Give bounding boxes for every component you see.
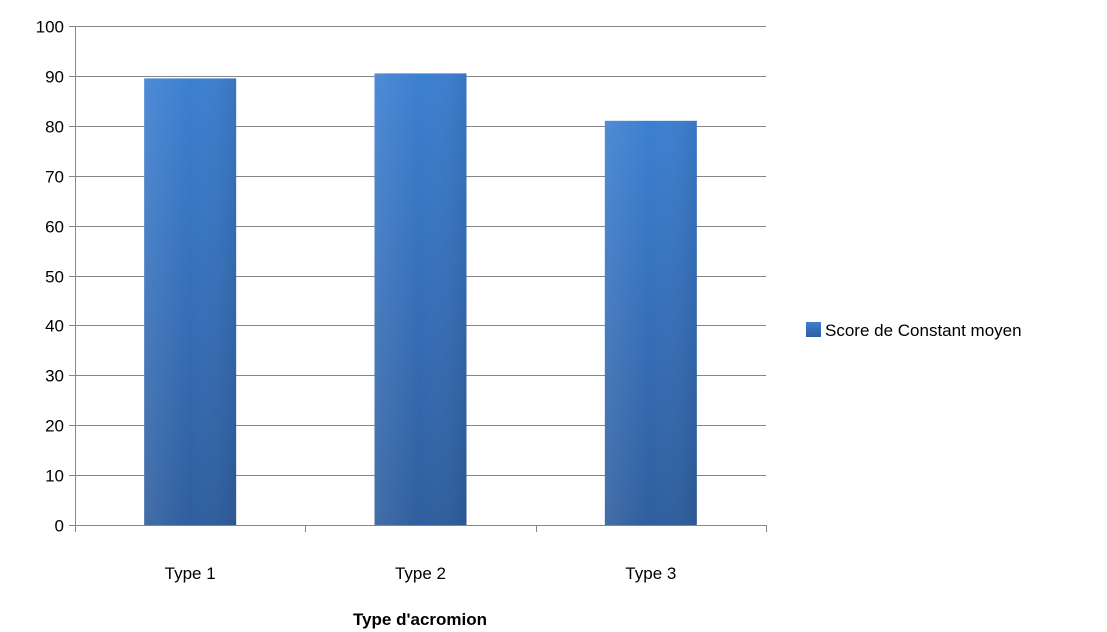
x-tick-labels: Type 1 Type 2 Type 3 [165, 564, 677, 583]
y-tick-label-90: 90 [45, 68, 64, 87]
y-tick-label-30: 30 [45, 367, 64, 386]
legend-swatch [806, 322, 821, 337]
x-tick-label-3: Type 3 [625, 564, 676, 583]
legend-label: Score de Constant moyen [825, 321, 1022, 340]
y-tick-label-20: 20 [45, 417, 64, 436]
bar-shade-1 [144, 78, 237, 526]
y-tick-label-10: 10 [45, 467, 64, 486]
x-axis-title: Type d'acromion [353, 610, 487, 629]
y-tick-label-100: 100 [36, 18, 64, 37]
bars [144, 73, 697, 526]
x-tick-label-1: Type 1 [165, 564, 216, 583]
y-tick-label-0: 0 [55, 517, 64, 536]
x-tick-label-2: Type 2 [395, 564, 446, 583]
bar-shade-3 [604, 120, 697, 525]
y-tick-label-60: 60 [45, 218, 64, 237]
y-tick-label-40: 40 [45, 317, 64, 336]
legend: Score de Constant moyen [806, 321, 1022, 340]
y-tick-label-70: 70 [45, 168, 64, 187]
y-tick-label-50: 50 [45, 268, 64, 287]
y-tick-label-80: 80 [45, 118, 64, 137]
y-tick-labels: 0 10 20 30 40 50 60 70 80 90 100 [36, 18, 64, 536]
bar-shade-2 [374, 73, 467, 525]
axes [69, 26, 767, 532]
